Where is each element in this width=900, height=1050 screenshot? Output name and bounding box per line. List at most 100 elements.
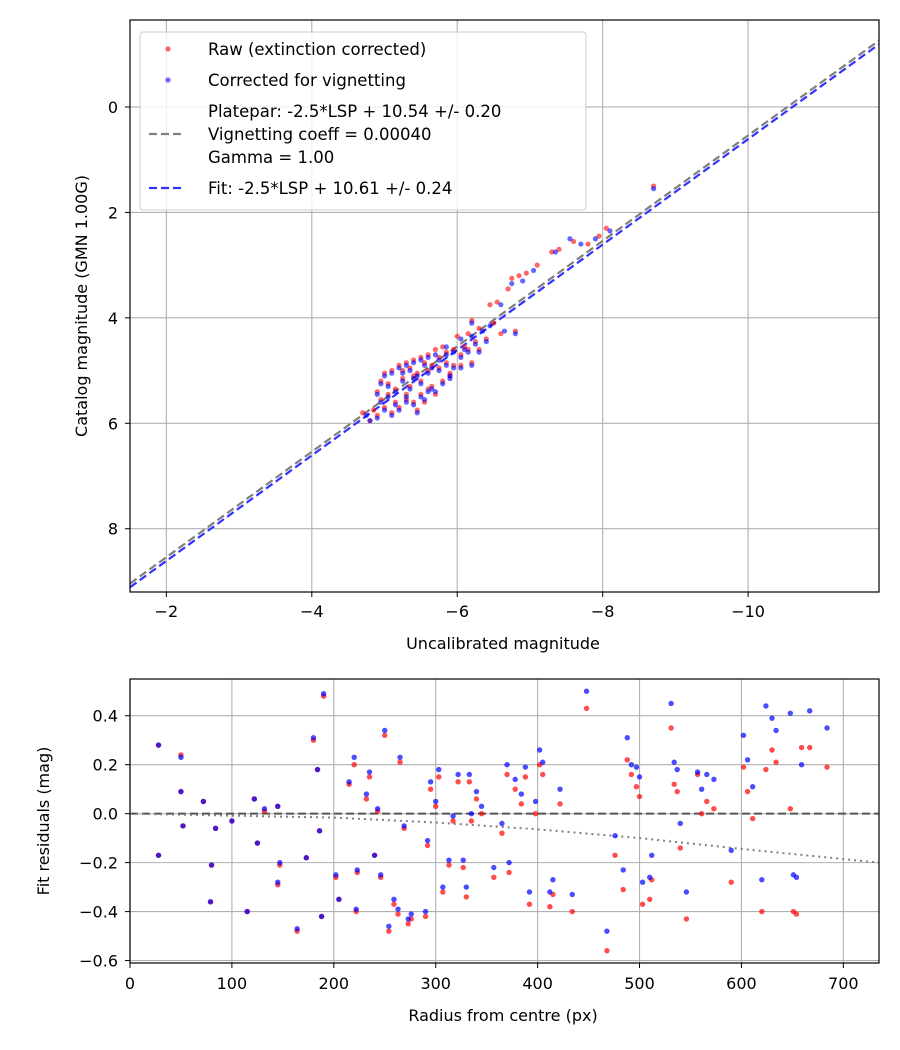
residual-point bbox=[251, 796, 258, 802]
data-point bbox=[443, 344, 449, 350]
residual-point bbox=[244, 908, 250, 915]
top-x-tick-label: −2 bbox=[155, 602, 179, 621]
data-point bbox=[421, 362, 428, 368]
residual-point bbox=[518, 791, 525, 797]
legend-marker bbox=[165, 46, 171, 52]
residual-point bbox=[694, 769, 701, 775]
residual-point bbox=[698, 786, 705, 792]
residual-point bbox=[647, 896, 653, 903]
residual-point bbox=[397, 754, 403, 761]
vignetting-curve bbox=[130, 812, 879, 864]
residual-point bbox=[395, 911, 401, 917]
data-point bbox=[487, 302, 493, 308]
data-point bbox=[403, 394, 409, 400]
residual-point bbox=[769, 715, 775, 721]
residual-point bbox=[318, 913, 325, 920]
data-point bbox=[650, 186, 657, 192]
data-point bbox=[374, 415, 380, 421]
top-chart-y-axis: 0 2 4 6 8 bbox=[108, 98, 130, 539]
top-x-tick-label: −4 bbox=[300, 602, 324, 621]
residual-point bbox=[422, 908, 429, 915]
legend-items: Raw (extinction corrected) Corrected for … bbox=[149, 40, 501, 198]
top-chart-frame bbox=[129, 19, 880, 593]
data-point bbox=[607, 228, 613, 234]
data-point bbox=[440, 381, 446, 387]
residual-point bbox=[583, 705, 590, 712]
residual-point bbox=[499, 820, 505, 827]
data-point bbox=[436, 367, 442, 374]
residual-point bbox=[455, 779, 461, 785]
residual-point bbox=[704, 771, 710, 778]
data-point bbox=[520, 278, 526, 284]
residual-point bbox=[424, 842, 431, 849]
residual-point bbox=[711, 776, 717, 783]
data-point bbox=[490, 320, 497, 326]
residual-point bbox=[557, 801, 563, 807]
data-point bbox=[498, 302, 504, 308]
residual-point bbox=[468, 810, 475, 817]
residual-point bbox=[512, 786, 518, 792]
fit-line bbox=[130, 39, 879, 585]
top-chart-x-axis-label: Uncalibrated magnitude bbox=[406, 634, 600, 653]
data-point bbox=[472, 341, 479, 347]
residual-point bbox=[620, 886, 626, 893]
residual-point bbox=[728, 847, 734, 854]
data-point bbox=[443, 352, 449, 358]
data-point bbox=[400, 370, 406, 376]
residual-point bbox=[674, 766, 680, 773]
legend-label: Raw (extinction corrected) bbox=[208, 40, 426, 59]
residual-point bbox=[671, 781, 677, 787]
residual-point bbox=[455, 771, 461, 778]
residual-point bbox=[424, 837, 431, 844]
data-point bbox=[367, 418, 373, 424]
data-point bbox=[516, 273, 522, 279]
data-point bbox=[549, 249, 555, 255]
residual-point bbox=[261, 806, 268, 812]
residual-point bbox=[807, 744, 813, 751]
bottom-y-tick-label: −0.4 bbox=[79, 903, 118, 922]
residual-point bbox=[763, 703, 769, 709]
residual-point bbox=[639, 901, 646, 907]
residual-point bbox=[522, 764, 529, 770]
legend-label: Gamma = 1.00 bbox=[208, 148, 334, 167]
residual-point bbox=[397, 759, 403, 765]
residual-point bbox=[491, 864, 497, 871]
top-x-tick-label: −8 bbox=[591, 602, 615, 621]
residual-point bbox=[391, 896, 397, 903]
residual-point bbox=[229, 818, 235, 824]
residual-point bbox=[540, 759, 546, 765]
residual-point bbox=[624, 757, 630, 763]
residual-point bbox=[744, 757, 751, 763]
data-point bbox=[505, 286, 511, 292]
residual-point bbox=[504, 771, 510, 778]
residual-point bbox=[807, 708, 813, 714]
bottom-x-tick-label: 200 bbox=[319, 974, 350, 993]
data-point bbox=[378, 399, 384, 405]
bottom-chart-frame bbox=[129, 678, 880, 964]
data-point bbox=[418, 394, 424, 400]
residual-point bbox=[633, 764, 640, 770]
residual-point bbox=[446, 862, 452, 868]
bottom-x-tick-label: 300 bbox=[420, 974, 451, 993]
top-chart-points bbox=[360, 183, 657, 424]
data-point bbox=[567, 236, 573, 242]
data-point bbox=[454, 333, 460, 339]
residual-point bbox=[468, 818, 475, 824]
data-point bbox=[469, 333, 475, 339]
data-point bbox=[403, 362, 409, 368]
data-point bbox=[411, 360, 417, 366]
bottom-y-tick-label: 0.0 bbox=[93, 805, 118, 824]
residual-point bbox=[351, 754, 357, 761]
residual-point bbox=[677, 820, 683, 827]
data-point bbox=[429, 365, 435, 371]
data-point bbox=[414, 373, 420, 379]
residual-point bbox=[466, 771, 473, 778]
top-chart-fit-lines bbox=[130, 39, 879, 589]
residual-point bbox=[773, 727, 779, 734]
residual-point bbox=[303, 855, 309, 861]
residual-point bbox=[639, 879, 646, 885]
residual-point bbox=[506, 859, 512, 866]
top-chart-y-axis-label: Catalog magnitude (GMN 1.00G) bbox=[72, 175, 91, 437]
residual-point bbox=[620, 867, 626, 873]
